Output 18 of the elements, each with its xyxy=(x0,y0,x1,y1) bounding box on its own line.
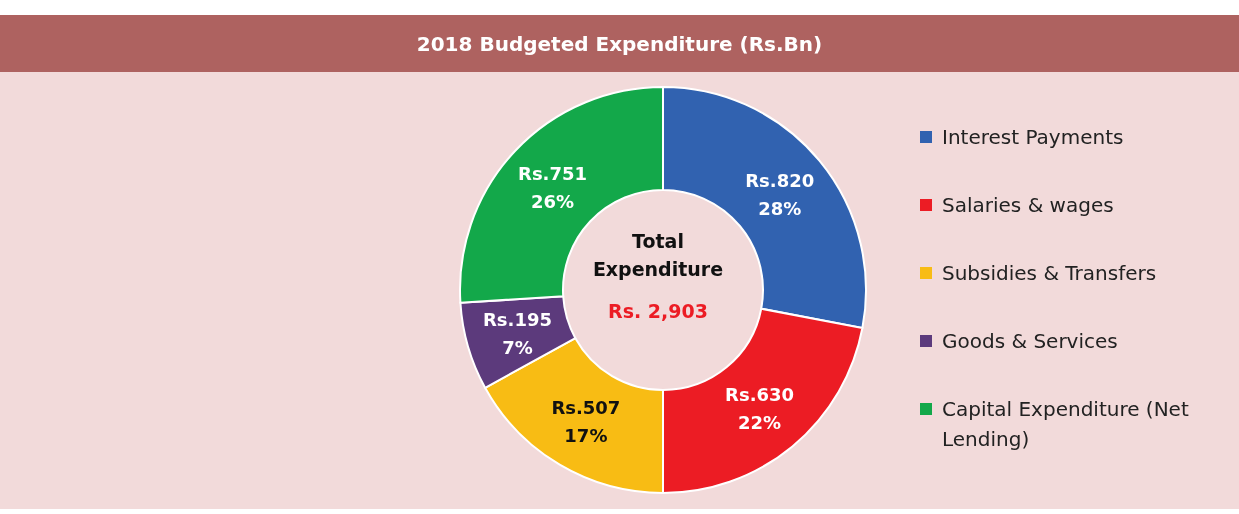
chart-title: 2018 Budgeted Expenditure (Rs.Bn) xyxy=(0,15,1239,72)
data-label: 22% xyxy=(738,411,782,433)
legend-label: Interest Payments xyxy=(942,124,1124,151)
legend-label: Goods & Services xyxy=(942,328,1118,355)
text: Rs.507 xyxy=(551,396,621,418)
legend-label: Capital Expenditure (Net Lending) xyxy=(942,396,1190,453)
data-label: 26% xyxy=(531,190,575,212)
legend-label: Subsidies & Transfers xyxy=(942,260,1157,287)
text: Rs.195 xyxy=(483,308,553,330)
text: Rs.630 xyxy=(725,383,795,405)
text: Rs.751 xyxy=(518,162,588,184)
legend-label: Salaries & wages xyxy=(942,192,1114,219)
text: Rs.820 xyxy=(745,169,815,191)
data-label: 7% xyxy=(502,336,533,358)
data-label: 17% xyxy=(564,424,608,446)
data-label: 28% xyxy=(758,197,802,219)
text: Total Expenditure xyxy=(591,229,725,282)
text: Rs. 2,903 xyxy=(607,299,709,324)
